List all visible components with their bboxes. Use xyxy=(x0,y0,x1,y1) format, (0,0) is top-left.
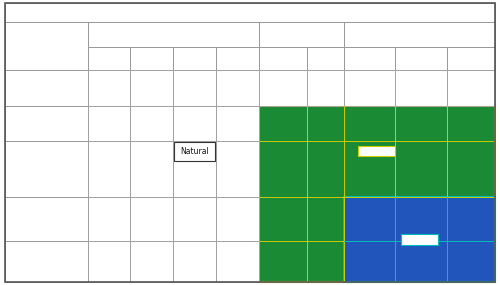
Text: Sperm
cytoplasm
  inc. centriole,
  per nuc ear
  material: Sperm cytoplasm inc. centriole, per nuc … xyxy=(7,202,60,236)
Text: Natural: Natural xyxy=(180,147,209,156)
Bar xyxy=(216,197,258,241)
Bar xyxy=(88,22,258,47)
Bar xyxy=(258,70,307,106)
Bar xyxy=(88,70,130,106)
Bar xyxy=(5,106,87,141)
Text: Oviduct: Oviduct xyxy=(224,56,250,62)
Text: Sperm nucleus
nucleic acids
proteins: Sperm nucleus nucleic acids proteins xyxy=(7,252,59,272)
FancyBboxPatch shape xyxy=(174,142,214,161)
Bar xyxy=(88,197,130,241)
Bar xyxy=(130,70,173,106)
Text: Egg itself: Egg itself xyxy=(402,30,438,39)
Bar xyxy=(446,47,495,70)
Bar xyxy=(130,106,173,141)
Bar xyxy=(216,241,258,282)
FancyBboxPatch shape xyxy=(401,234,438,245)
Bar xyxy=(216,106,258,141)
Text: Nucleus: Nucleus xyxy=(457,56,485,62)
Bar xyxy=(88,241,130,282)
Bar xyxy=(216,70,258,106)
Bar xyxy=(307,47,344,70)
Text: Cervix: Cervix xyxy=(140,56,163,62)
Bar xyxy=(344,70,396,106)
Text: Sperm interaction
with egg vestment: Sperm interaction with egg vestment xyxy=(268,28,334,41)
Bar xyxy=(344,47,396,70)
Text: Plasma
membrane: Plasma membrane xyxy=(350,52,389,65)
Bar xyxy=(88,141,130,197)
Bar xyxy=(173,141,216,197)
Text: Sperm surface
coating
materials: Sperm surface coating materials xyxy=(7,78,58,98)
Bar xyxy=(5,3,495,22)
FancyBboxPatch shape xyxy=(358,146,396,156)
Bar xyxy=(173,197,216,241)
Bar xyxy=(307,70,344,106)
Text: Cytoplasm: Cytoplasm xyxy=(402,56,440,62)
Bar xyxy=(446,70,495,106)
Bar xyxy=(258,47,307,70)
Text: Cumulus: Cumulus xyxy=(268,56,298,62)
Bar xyxy=(5,141,87,197)
Bar xyxy=(173,106,216,141)
Bar xyxy=(396,70,446,106)
Bar xyxy=(344,22,495,47)
Bar xyxy=(216,47,258,70)
Text: Sperm

inc. acrosome,
axonema: Sperm inc. acrosome, axonema xyxy=(7,155,58,182)
Text: Sperm plasma
membrane: Sperm plasma membrane xyxy=(7,117,57,130)
Bar xyxy=(5,22,87,70)
Text: Zona: Zona xyxy=(316,56,334,62)
Text: Sperm interaction with female tract: Sperm interaction with female tract xyxy=(104,30,242,39)
Bar xyxy=(130,47,173,70)
Bar xyxy=(258,106,495,282)
Bar xyxy=(5,70,87,106)
Text: IVF: IVF xyxy=(369,147,384,156)
Bar xyxy=(258,22,344,47)
Bar xyxy=(88,47,130,70)
Text: Female factors: Female factors xyxy=(260,8,322,17)
Bar xyxy=(130,197,173,241)
Text: Uterus: Uterus xyxy=(183,56,206,62)
Bar xyxy=(130,241,173,282)
Bar xyxy=(216,141,258,197)
Bar xyxy=(344,197,495,282)
Bar xyxy=(173,241,216,282)
Bar xyxy=(396,47,446,70)
Text: Male factors: Male factors xyxy=(22,42,70,51)
Text: ICSI: ICSI xyxy=(410,235,428,244)
Text: Vagina: Vagina xyxy=(97,56,121,62)
Bar xyxy=(130,141,173,197)
Bar xyxy=(173,47,216,70)
Bar xyxy=(88,106,130,141)
Bar xyxy=(173,70,216,106)
Bar xyxy=(5,241,87,282)
Bar xyxy=(5,197,87,241)
